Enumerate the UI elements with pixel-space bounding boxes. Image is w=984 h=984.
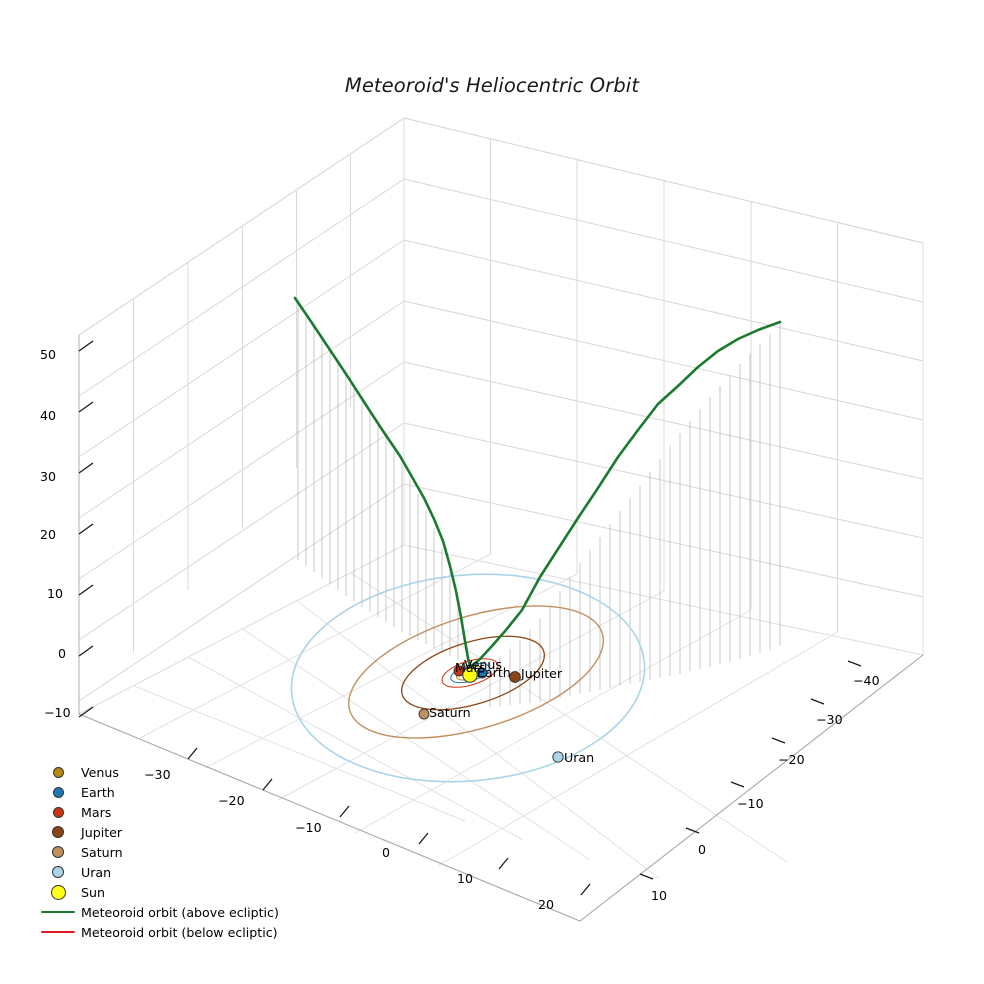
body-label-saturn: Saturn [429, 705, 471, 720]
body-label-jupiter: Jupiter [521, 666, 563, 681]
legend-item-orbit-below: Meteoroid orbit (below ecliptic) [38, 922, 298, 942]
uran-marker-icon [38, 866, 78, 878]
legend-label-orbit-below: Meteoroid orbit (below ecliptic) [81, 924, 278, 940]
x-tick-label-0: 0 [382, 845, 391, 860]
legend-label-mars: Mars [81, 804, 112, 820]
x-tick-label-n10: −10 [295, 820, 322, 835]
axis-ticks [78, 340, 862, 896]
meteoroid-orbit-above-ecliptic [293, 296, 782, 668]
legend-item-orbit-above: Meteoroid orbit (above ecliptic) [38, 902, 298, 922]
z-tick-label-30: 30 [40, 469, 57, 484]
x-tick-label-10: 10 [457, 871, 474, 886]
axes-panes [77, 117, 925, 922]
z-tick-label-50: 50 [40, 347, 57, 362]
earth-marker-icon [38, 786, 78, 798]
legend-item-venus: Venus [38, 762, 298, 782]
body-label-mars: Mars [455, 660, 486, 675]
legend-label-venus: Venus [81, 764, 119, 780]
jupiter-orbit [401, 635, 545, 711]
legend-item-sun: Sun [38, 882, 298, 902]
z-tick-label-n10: −10 [44, 705, 71, 720]
z-tick-label-10: 10 [47, 586, 64, 601]
x-tick-label-n20: −20 [218, 793, 245, 808]
legend-label-uran: Uran [81, 864, 112, 880]
y-tick-label-10: 10 [651, 888, 668, 903]
mars-marker-icon [38, 806, 78, 818]
legend-label-saturn: Saturn [81, 844, 123, 860]
body-marker-earth [476, 667, 488, 679]
axis-spines [78, 335, 924, 922]
body-label-earth: Earth [477, 665, 511, 680]
z-tick-label-20: 20 [40, 527, 57, 542]
saturn-marker-icon [38, 846, 78, 858]
legend-item-saturn: Saturn [38, 842, 298, 862]
body-marker-saturn [418, 708, 430, 720]
legend-label-earth: Earth [81, 784, 115, 800]
legend-item-earth: Earth [38, 782, 298, 802]
x-tick-label-20: 20 [538, 897, 555, 912]
saturn-orbit [348, 605, 604, 739]
body-label-uran: Uran [564, 750, 595, 765]
body-marker-jupiter [509, 671, 521, 683]
sun-marker-icon [38, 884, 78, 900]
legend-item-uran: Uran [38, 862, 298, 882]
venus-marker-icon [38, 766, 78, 778]
uran-orbit [290, 573, 646, 783]
celestial-bodies [418, 665, 564, 763]
y-tick-label-n10: −10 [737, 796, 764, 811]
meteoroid-stem-lines [297, 300, 781, 707]
body-label-venus: Venus [464, 657, 502, 672]
legend-label-sun: Sun [81, 884, 105, 900]
legend-item-mars: Mars [38, 802, 298, 822]
red-line-icon [38, 930, 78, 934]
legend-label-jupiter: Jupiter [81, 824, 123, 840]
y-tick-label-n20: −20 [778, 752, 805, 767]
legend-item-jupiter: Jupiter [38, 822, 298, 842]
legend-label-orbit-above: Meteoroid orbit (above ecliptic) [81, 904, 279, 920]
wall-left [78, 117, 405, 715]
z-tick-label-0: 0 [58, 646, 67, 661]
body-marker-uran [552, 751, 564, 763]
wall-right [403, 117, 924, 656]
mars-orbit [441, 658, 499, 688]
x-tick-label-n30: −30 [144, 767, 171, 782]
z-tick-label-40: 40 [40, 408, 57, 423]
y-tick-label-n30: −30 [816, 712, 843, 727]
jupiter-marker-icon [38, 826, 78, 838]
page-title: Meteoroid's Heliocentric Orbit [344, 74, 640, 97]
legend: Venus Earth Mars Jupiter Saturn [38, 762, 298, 942]
y-tick-label-0: 0 [698, 842, 707, 857]
y-tick-label-n40: −40 [853, 673, 880, 688]
green-line-icon [38, 910, 78, 914]
